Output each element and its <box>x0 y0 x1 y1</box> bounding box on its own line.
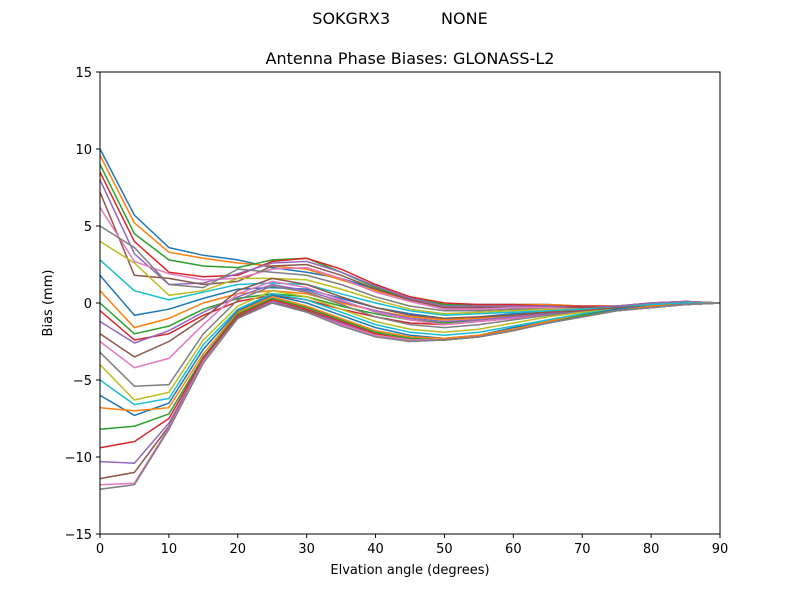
series-layer <box>99 148 721 491</box>
y-tick-label: 10 <box>75 143 92 158</box>
y-tick-label: −15 <box>65 528 92 543</box>
y-tick-label: −10 <box>65 451 92 466</box>
x-tick-label: 30 <box>298 542 315 557</box>
y-tick-label: −5 <box>73 374 92 389</box>
ticks-layer: 0 10 20 30 40 50 60 70 80 90 −15 −10 −5 0 5 10 15 <box>65 66 729 557</box>
x-tick-label: 0 <box>96 542 104 557</box>
figure-suptitle: SOKGRX3 NONE <box>312 9 487 28</box>
x-tick-label: 10 <box>161 542 178 557</box>
x-tick-label: 80 <box>643 542 660 557</box>
x-tick-label: 20 <box>230 542 247 557</box>
series-line-s21 <box>99 294 721 417</box>
series-line-s28 <box>99 302 721 491</box>
chart-title: Antenna Phase Biases: GLONASS-L2 <box>266 49 555 68</box>
y-axis-label: Bias (mm) <box>41 270 56 337</box>
x-axis-label: Elvation angle (degrees) <box>330 563 489 578</box>
series-line-s27 <box>99 302 721 486</box>
plot-frame <box>99 71 721 535</box>
y-tick-label: 15 <box>75 66 92 81</box>
x-tick-label: 50 <box>436 542 453 557</box>
series-line-s6 <box>99 191 720 309</box>
y-tick-label: 0 <box>84 297 92 312</box>
x-tick-label: 40 <box>367 542 384 557</box>
series-line-s16 <box>99 277 721 358</box>
x-tick-label: 90 <box>712 542 729 557</box>
x-tick-label: 60 <box>505 542 522 557</box>
series-line-s5 <box>99 179 721 309</box>
y-tick-label: 5 <box>84 220 92 235</box>
x-tick-label: 70 <box>574 542 591 557</box>
